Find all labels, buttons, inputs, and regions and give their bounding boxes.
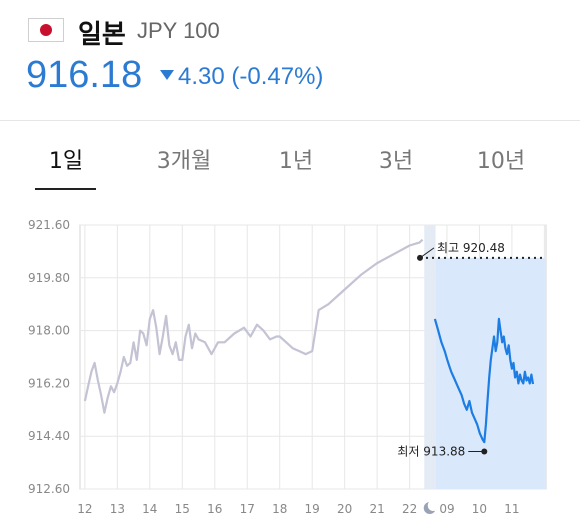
- x-tick-label: 09: [439, 502, 454, 516]
- quote-header: 일본 JPY 100 916.18 4.30 (-0.47%): [0, 0, 580, 120]
- header-divider: [0, 120, 580, 121]
- x-tick-label: 14: [142, 502, 157, 516]
- x-tick-label: 18: [272, 502, 287, 516]
- tab-1d[interactable]: 1일: [48, 149, 84, 174]
- tab-3m[interactable]: 3개월: [156, 149, 212, 174]
- current-price: 916.18: [26, 54, 143, 96]
- price-change: 4.30 (-0.47%): [160, 63, 323, 91]
- active-tab-indicator: [35, 188, 96, 190]
- price-change-value: 4.30 (-0.47%): [178, 63, 324, 90]
- currency-code: JPY 100: [137, 18, 220, 43]
- y-tick-label: 912.60: [28, 482, 70, 496]
- japan-flag-icon: [28, 18, 64, 42]
- low-label: 최저 913.88: [397, 444, 465, 458]
- day-break-band: [424, 225, 436, 489]
- x-tick-label: 15: [175, 502, 190, 516]
- series-line-previous: [83, 238, 424, 414]
- period-tabs: 1일 3개월 1년 3년 10년: [0, 121, 580, 191]
- x-tick-label: 21: [369, 502, 384, 516]
- x-tick-label: 17: [240, 502, 255, 516]
- tab-1y[interactable]: 1년: [278, 149, 314, 174]
- series-line-today: [433, 317, 535, 444]
- y-tick-label: 916.20: [28, 376, 70, 390]
- country-name: 일본: [78, 20, 126, 50]
- high-label: 최고 920.48: [437, 241, 505, 255]
- y-tick-label: 919.80: [28, 271, 70, 285]
- high-label-leader: [419, 247, 435, 259]
- tab-10y[interactable]: 10년: [476, 149, 526, 174]
- tab-3y[interactable]: 3년: [378, 149, 414, 174]
- moon-icon-cutout: [427, 500, 439, 511]
- y-tick-label: 914.40: [28, 429, 70, 443]
- exchange-rate-chart[interactable]: 최고 920.48 최저 913.88 921.60 919.80 918.00 916.…: [0, 205, 580, 523]
- x-tick-label: 10: [472, 502, 487, 516]
- x-tick-label: 19: [305, 502, 320, 516]
- y-tick-label: 918.00: [28, 324, 70, 338]
- x-tick-label: 22: [402, 502, 417, 516]
- down-arrow-icon: [160, 70, 174, 80]
- x-tick-label: 13: [110, 502, 125, 516]
- x-tick-label: 12: [77, 502, 92, 516]
- x-tick-label: 16: [207, 502, 222, 516]
- x-tick-label: 11: [504, 502, 519, 516]
- today-range-fill: [435, 257, 546, 489]
- y-tick-label: 921.60: [28, 218, 70, 232]
- x-tick-label: 20: [337, 502, 352, 516]
- flag-sun: [40, 24, 52, 36]
